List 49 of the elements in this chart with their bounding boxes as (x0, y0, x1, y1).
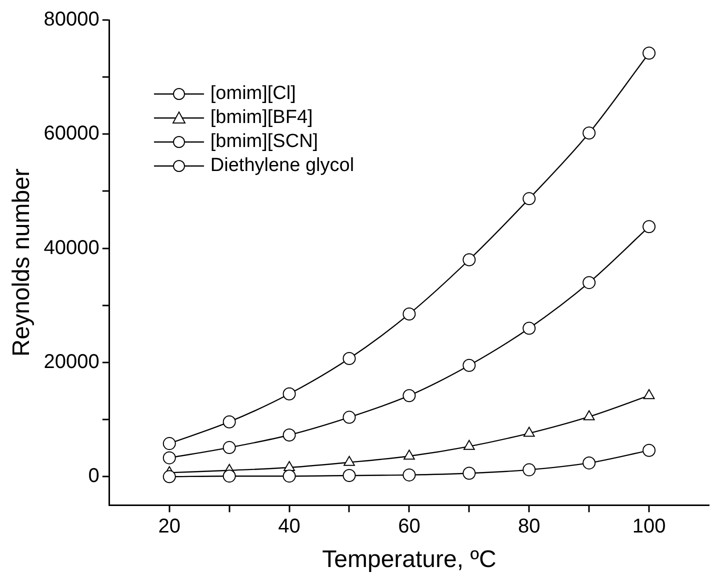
point (342, 469, 356, 482)
x-axis-title: Temperature, ºC (322, 546, 496, 574)
point (282, 428, 296, 442)
point (522, 322, 536, 335)
x-tick-label: 60 (398, 516, 420, 538)
legend-label: [bmim][SCN] (210, 130, 318, 154)
point (462, 253, 476, 266)
point (462, 466, 476, 480)
legend-label: [omim][Cl] (210, 82, 296, 106)
point (642, 444, 656, 457)
point (342, 410, 356, 424)
point (402, 389, 416, 402)
point (402, 468, 416, 482)
x-tick-label: 100 (632, 516, 666, 538)
point (162, 451, 176, 464)
point (404, 450, 415, 460)
point (462, 358, 476, 372)
point (582, 126, 596, 140)
point (642, 220, 656, 234)
point (222, 441, 236, 454)
point (643, 389, 655, 400)
point (523, 426, 535, 437)
point (522, 192, 536, 206)
point (162, 470, 176, 484)
point (162, 437, 176, 450)
y-axis-title: Reynolds number (8, 168, 36, 357)
point (583, 410, 595, 420)
point (222, 415, 236, 428)
point (522, 463, 536, 476)
point (282, 470, 296, 483)
point (582, 276, 596, 290)
point (582, 456, 596, 470)
x-tick-label: 20 (158, 516, 180, 538)
point (463, 440, 475, 450)
x-tick-label: 80 (518, 516, 540, 538)
y-tick-label: 40000 (44, 236, 100, 259)
y-tick-label: 80000 (44, 8, 100, 31)
point (344, 456, 355, 466)
point (402, 307, 416, 320)
legend-label: Diethylene glycol (210, 154, 354, 178)
point (222, 470, 236, 483)
y-tick-label: 0 (88, 465, 100, 488)
legend-label: [bmim][BF4] (210, 106, 313, 130)
point (282, 387, 296, 400)
point (342, 352, 356, 365)
x-tick-label: 40 (278, 516, 300, 538)
y-tick-label: 20000 (44, 351, 100, 374)
y-tick-label: 60000 (44, 122, 100, 145)
point (642, 46, 656, 60)
